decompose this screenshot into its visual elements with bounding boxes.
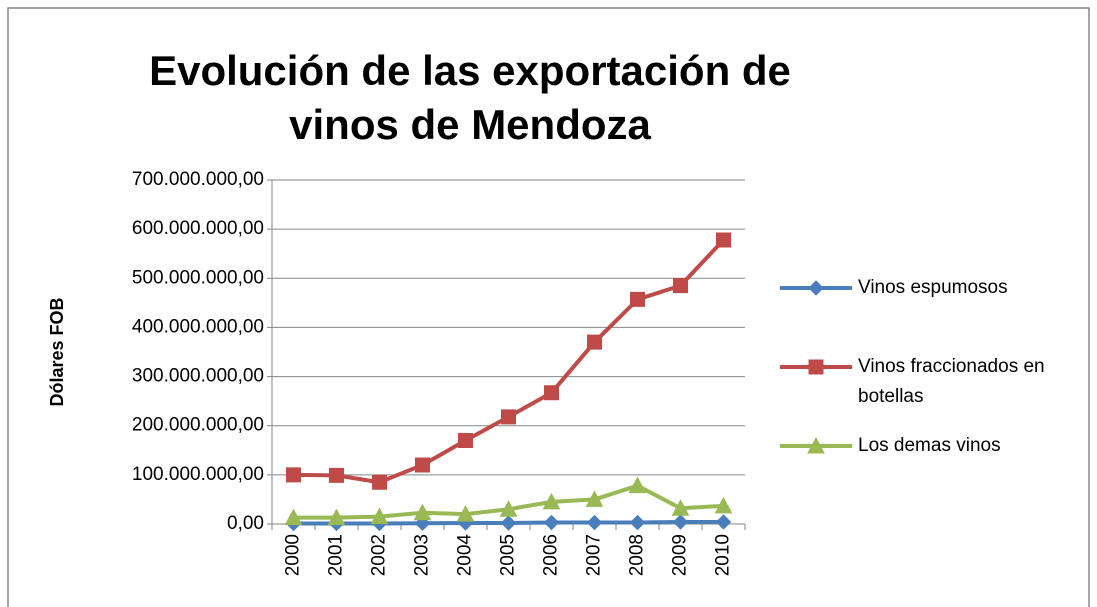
marker (542, 492, 561, 510)
x-tick-label: 2008 (627, 534, 648, 576)
marker (543, 514, 560, 531)
marker (714, 496, 733, 514)
marker (370, 507, 389, 525)
y-tick-label: 100.000.000,00 (132, 464, 264, 485)
marker (716, 232, 731, 248)
y-tick-label: 700.000.000,00 (132, 169, 264, 190)
legend-label: Los demas vinos (858, 435, 1001, 456)
x-tick-label: 2007 (584, 534, 605, 576)
marker (284, 508, 303, 526)
y-tick-label: 600.000.000,00 (132, 218, 264, 239)
y-axis-label: Dólares FOB (47, 297, 67, 406)
x-tick-label: 2003 (412, 534, 433, 576)
marker (715, 514, 732, 530)
legend-icon (780, 280, 852, 296)
legend-label: Vinos fraccionados en botellas (858, 356, 1045, 407)
marker (327, 508, 346, 526)
y-tick-label: 200.000.000,00 (132, 415, 264, 436)
series-line (293, 238, 725, 485)
marker (628, 476, 647, 494)
x-tick-label: 2000 (283, 534, 304, 576)
marker (586, 514, 603, 531)
legend-entry: Vinos espumosos (780, 273, 1080, 303)
marker (500, 515, 517, 531)
chart-border (7, 7, 1090, 607)
marker (629, 514, 646, 531)
x-tick-label: 2004 (455, 534, 476, 577)
legend-entry: Los demas vinos (780, 431, 1080, 461)
marker (671, 499, 690, 516)
x-tick-label: 2001 (326, 534, 347, 576)
marker (544, 385, 559, 401)
y-tick-label: 300.000.000,00 (132, 366, 264, 387)
marker (630, 291, 645, 307)
marker (501, 409, 516, 425)
x-tick-label: 2006 (541, 534, 562, 576)
y-tick-label: 0,00 (227, 513, 264, 534)
marker (808, 280, 824, 296)
marker (808, 359, 824, 375)
marker (329, 467, 344, 483)
marker (585, 490, 604, 507)
marker (807, 436, 825, 454)
legend-label: Vinos espumosos (858, 277, 1008, 298)
marker (673, 278, 688, 294)
legend-icon (780, 436, 852, 454)
marker (413, 503, 432, 521)
marker (672, 514, 689, 530)
legend-icon (780, 359, 852, 375)
chart-title: Evolución de las exportación de vinos de… (149, 47, 791, 148)
marker (499, 500, 518, 517)
y-tick-label: 400.000.000,00 (132, 316, 264, 337)
marker (456, 505, 475, 522)
x-tick-label: 2009 (670, 534, 691, 576)
legend-entry: Vinos fraccionados en botellas (780, 352, 1080, 412)
marker (372, 474, 387, 490)
marker (415, 457, 430, 473)
x-tick-label: 2005 (498, 534, 519, 576)
marker (286, 467, 301, 483)
x-tick-label: 2002 (369, 534, 390, 576)
marker (458, 432, 473, 448)
marker (587, 334, 602, 350)
y-tick-label: 500.000.000,00 (132, 267, 264, 288)
x-tick-label: 2010 (713, 534, 734, 576)
